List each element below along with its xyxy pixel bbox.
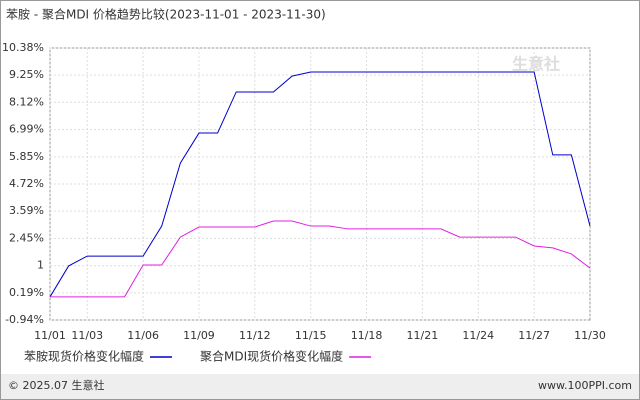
x-tick-label: 11/18 [351,329,383,342]
y-tick-label: 0.19% [9,286,44,299]
footer-band [1,374,639,399]
x-tick-label: 11/09 [183,329,215,342]
watermark: 生意社 [512,55,560,74]
y-tick-label: 6.99% [9,122,44,135]
footer-left: © 2025.07 生意社 [8,378,104,392]
y-tick-label: 5.85% [9,150,44,163]
y-tick-label: 9.25% [9,68,44,81]
x-tick-label: 11/21 [407,329,439,342]
series-line [49,71,591,298]
x-tick-label: 11/12 [239,329,271,342]
y-tick-label: 4.72% [9,177,44,190]
x-tick-label: 11/24 [462,329,494,342]
x-tick-label: 11/03 [71,329,103,342]
y-tick-label: 8.12% [9,95,44,108]
y-tick-label: 3.59% [9,204,44,217]
series-line [50,220,591,298]
y-tick-label: 1 [37,259,44,272]
x-tick-label: 11/15 [295,329,327,342]
x-tick-label: 11/01 [34,329,66,342]
y-tick-label: -0.94% [5,313,44,326]
y-tick-label: 10.38% [2,41,44,54]
chart-title: 苯胺 - 聚合MDI 价格趋势比较(2023-11-01 - 2023-11-3… [6,7,326,22]
legend-label: 苯胺现货价格变化幅度 [24,349,144,364]
legend-label: 聚合MDI现货价格变化幅度 [200,349,343,364]
x-tick-label: 11/27 [518,329,550,342]
footer-right: www.100PPI.com [538,379,632,392]
y-tick-label: 2.45% [9,232,44,245]
x-tick-label: 11/06 [127,329,159,342]
x-tick-label: 11/30 [574,329,606,342]
